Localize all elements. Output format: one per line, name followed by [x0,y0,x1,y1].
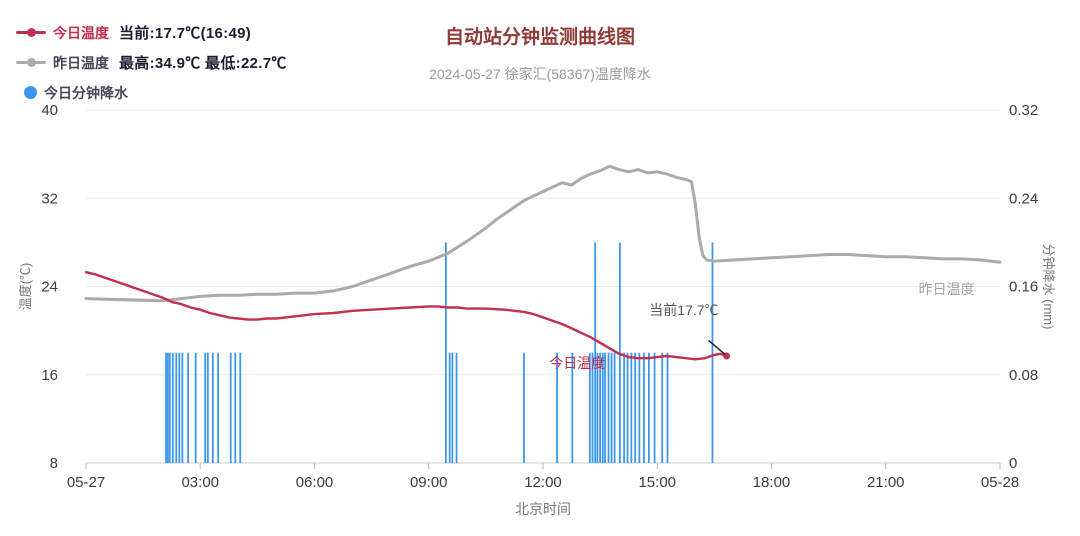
legend-item-today-temp[interactable]: 今日温度 当前:17.7℃(16:49) [16,20,287,45]
x-tick-label: 15:00 [638,474,676,491]
minute-rain-dot-marker-icon [24,86,37,99]
legend-label-today-temp: 今日温度 [53,24,109,41]
y-right-tick-label: 0 [1009,455,1017,472]
x-tick-label: 12:00 [524,474,562,491]
today-temp-line-label: 今日温度 [549,355,605,371]
legend-label-minute-rain: 今日分钟降水 [44,84,128,101]
legend-label-yesterday-temp: 昨日温度 [53,54,109,71]
y-right-axis-title: 分钟降水 (mm) [1041,244,1056,330]
current-point-pointer [708,339,726,355]
legend-detail-current-temp: 当前:17.7℃(16:49) [119,25,252,42]
legend-detail-minmax-temp: 最高:34.9℃ 最低:22.7℃ [119,55,287,72]
x-tick-label: 05-27 [67,474,105,491]
legend-item-minute-rain[interactable]: 今日分钟降水 [16,80,287,105]
y-left-tick-label: 16 [41,367,58,384]
y-left-tick-label: 24 [41,279,58,296]
y-right-tick-label: 0.24 [1009,190,1038,207]
y-right-tick-label: 0.32 [1009,102,1038,119]
y-left-tick-label: 40 [41,102,58,119]
legend: 今日温度 当前:17.7℃(16:49) 昨日温度 最高:34.9℃ 最低:22… [16,20,287,105]
today-temp-line[interactable] [84,271,728,361]
y-left-tick-label: 8 [50,455,58,472]
yesterday-temp-line-label: 昨日温度 [919,281,975,297]
legend-item-yesterday-temp[interactable]: 昨日温度 最高:34.9℃ 最低:22.7℃ [16,50,287,75]
current-temp-annotation: 当前17.7℃ [649,302,718,318]
x-axis-title: 北京时间 [515,501,571,517]
x-tick-label: 05-28 [981,474,1019,491]
x-tick-label: 09:00 [410,474,448,491]
today-temp-line-marker-icon [16,26,46,40]
x-tick-label: 18:00 [753,474,791,491]
y-right-tick-label: 0.08 [1009,367,1038,384]
y-left-tick-label: 32 [41,190,58,207]
yesterday-temp-line-marker-icon [16,56,46,70]
x-tick-label: 03:00 [181,474,219,491]
x-tick-label: 21:00 [867,474,905,491]
y-left-axis-title: 温度(℃) [18,263,33,311]
x-tick-label: 06:00 [296,474,334,491]
yesterday-temp-line[interactable] [84,164,1002,303]
y-right-tick-label: 0.16 [1009,279,1038,296]
